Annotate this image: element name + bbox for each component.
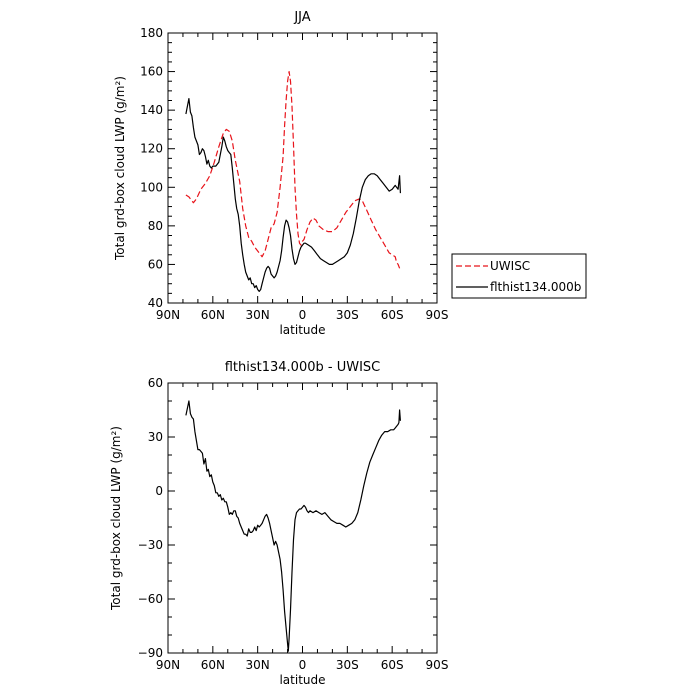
chart-title: flthist134.000b - UWISC bbox=[225, 360, 381, 375]
upper-panel-jja: JJA 90N 60N 30N 0 30S 60S 90S 40 60 80 100 120 140 160… bbox=[113, 10, 448, 337]
plot-frame bbox=[167, 382, 438, 654]
y-tick-label: 30 bbox=[148, 430, 163, 444]
y-tick-label: 60 bbox=[148, 376, 163, 390]
y-tick-label: −90 bbox=[138, 646, 163, 660]
chart-title: JJA bbox=[293, 10, 310, 25]
x-tick-label: 90S bbox=[426, 658, 449, 672]
y-tick-label: 0 bbox=[155, 484, 163, 498]
legend-label: UWISC bbox=[490, 259, 530, 273]
y-tick-label: 140 bbox=[140, 103, 163, 117]
y-tick-label: 80 bbox=[148, 219, 163, 233]
y-axis-title: Total grd-box cloud LWP (g/m²) bbox=[113, 76, 127, 261]
x-axis-title: latitude bbox=[279, 673, 325, 687]
y-tick-label: 160 bbox=[140, 65, 163, 79]
y-tick-label: −60 bbox=[138, 592, 163, 606]
x-tick-label: 30N bbox=[246, 308, 270, 322]
lower-panel-difference: flthist134.000b - UWISC 90N 60N 30N 0 30S 60S 9… bbox=[109, 360, 448, 687]
series-line-uwisc bbox=[185, 71, 401, 269]
x-tick-label: 0 bbox=[299, 658, 307, 672]
x-tick-label: 90S bbox=[426, 308, 449, 322]
x-tick-label: 60N bbox=[201, 308, 225, 322]
plot-frame bbox=[167, 32, 438, 304]
x-tick-label: 30N bbox=[246, 658, 270, 672]
x-tick-label: 30S bbox=[336, 308, 359, 322]
series-line-flthist134-000b bbox=[185, 98, 401, 292]
y-tick-label: 180 bbox=[140, 26, 163, 40]
legend-label: flthist134.000b bbox=[490, 280, 581, 294]
x-axis-title: latitude bbox=[279, 323, 325, 337]
y-tick-label: −30 bbox=[138, 538, 163, 552]
series-line-difference bbox=[185, 400, 401, 652]
x-tick-label: 0 bbox=[299, 308, 307, 322]
legend-box bbox=[451, 253, 587, 299]
x-tick-label: 30S bbox=[336, 658, 359, 672]
legend: UWISC flthist134.000b bbox=[451, 253, 587, 299]
y-tick-label: 60 bbox=[148, 257, 163, 271]
x-tick-label: 60S bbox=[381, 308, 404, 322]
x-tick-label: 90N bbox=[156, 658, 180, 672]
x-tick-label: 90N bbox=[156, 308, 180, 322]
x-tick-label: 60N bbox=[201, 658, 225, 672]
y-axis-title: Total grd-box cloud LWP (g/m²) bbox=[109, 426, 123, 611]
y-tick-label: 100 bbox=[140, 180, 163, 194]
y-tick-label: 40 bbox=[148, 296, 163, 310]
x-tick-label: 60S bbox=[381, 658, 404, 672]
y-tick-label: 120 bbox=[140, 142, 163, 156]
